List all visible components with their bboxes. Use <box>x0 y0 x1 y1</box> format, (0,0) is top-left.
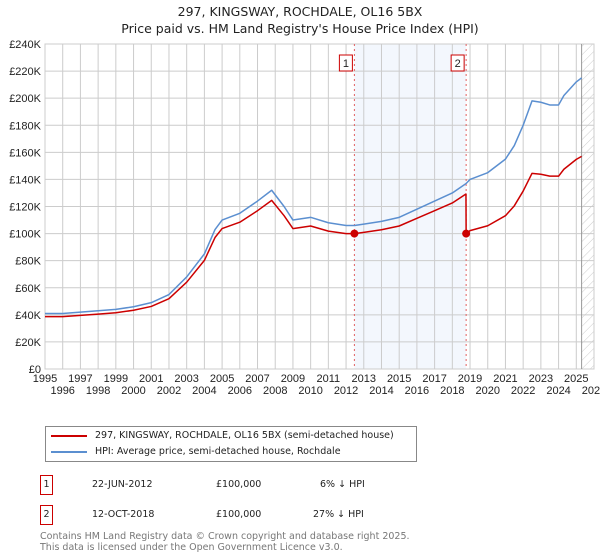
x-tick-label: 2007 <box>245 373 269 385</box>
x-tick-label: 2023 <box>529 373 553 385</box>
sale-row-2: 2 12-OCT-2018 £100,000 27% ↓ HPI <box>40 505 440 525</box>
x-tick-label: 1999 <box>104 373 128 385</box>
sale-row-1: 1 22-JUN-2012 £100,000 6% ↓ HPI <box>40 475 440 495</box>
legend-item-hpi: HPI: Average price, semi-detached house,… <box>51 444 341 460</box>
title-text: 297, KINGSWAY, ROCHDALE, OL16 5BX <box>177 4 423 19</box>
sale-point-2 <box>462 229 471 238</box>
chart-title: 297, KINGSWAY, ROCHDALE, OL16 5BX Price … <box>0 3 600 37</box>
footer-line: Contains HM Land Registry data © Crown c… <box>40 531 410 542</box>
series-line-hpi <box>45 77 583 315</box>
x-tick-label: 2001 <box>139 373 163 385</box>
y-tick-label: £140K <box>9 174 41 186</box>
x-tick-label: 2024 <box>546 385 570 397</box>
x-tick-label: 2019 <box>458 373 482 385</box>
x-tick-label: 2000 <box>121 385 145 397</box>
x-tick-label: 2026 <box>582 385 600 397</box>
sale-box-1 <box>338 54 353 72</box>
x-tick-label: 2005 <box>210 373 234 385</box>
sale-box-label: 2 <box>455 58 461 70</box>
sale-marker-label: 2 <box>40 505 53 525</box>
y-tick-label: £200K <box>9 93 41 105</box>
sale-price: £100,000 <box>216 479 262 490</box>
y-tick-label: £240K <box>9 39 41 51</box>
x-tick-label: 1997 <box>68 373 92 385</box>
x-tick-label: 2015 <box>387 373 411 385</box>
y-tick-label: £180K <box>9 120 41 132</box>
x-tick-label: 2018 <box>440 385 464 397</box>
sale-hpi-diff: 6% ↓ HPI <box>320 479 365 490</box>
x-tick-label: 2025 <box>564 373 588 385</box>
sale-marker-label: 1 <box>40 475 53 495</box>
x-tick-label: 1998 <box>86 385 110 397</box>
sale-price: £100,000 <box>216 509 262 520</box>
legend-item-property: 297, KINGSWAY, ROCHDALE, OL16 5BX (semi-… <box>51 428 394 444</box>
sale-box-label: 1 <box>343 58 349 70</box>
x-tick-label: 2009 <box>281 373 305 385</box>
y-tick-label: £160K <box>9 147 41 159</box>
legend-label: HPI: Average price, semi-detached house,… <box>95 446 341 457</box>
y-tick-label: £220K <box>9 66 41 78</box>
x-tick-label: 2022 <box>511 385 535 397</box>
x-tick-label: 2010 <box>298 385 322 397</box>
footer-line: This data is licensed under the Open Gov… <box>40 542 343 553</box>
subtitle-text: Price paid vs. HM Land Registry's House … <box>121 21 479 36</box>
x-tick-label: 1996 <box>50 385 74 397</box>
y-tick-label: £0 <box>29 364 41 376</box>
sale-hpi-diff: 27% ↓ HPI <box>313 509 364 520</box>
y-tick-label: £60K <box>15 283 41 295</box>
sale-point-1 <box>350 229 359 238</box>
x-tick-label: 2003 <box>174 373 198 385</box>
x-tick-label: 2021 <box>493 373 517 385</box>
x-tick-label: 2014 <box>369 385 393 397</box>
x-tick-label: 2020 <box>475 385 499 397</box>
x-tick-label: 2008 <box>263 385 287 397</box>
legend: 297, KINGSWAY, ROCHDALE, OL16 5BX (semi-… <box>45 426 417 462</box>
y-tick-label: £120K <box>9 202 41 214</box>
footer: Contains HM Land Registry data © Crown c… <box>40 531 410 553</box>
plot-area: 1995199619971998199920002001200220032004… <box>9 39 600 397</box>
x-tick-label: 2011 <box>317 373 341 385</box>
x-tick-label: 2012 <box>334 385 358 397</box>
sale-box-2 <box>450 54 465 72</box>
x-tick-label: 2004 <box>192 385 216 397</box>
legend-label: 297, KINGSWAY, ROCHDALE, OL16 5BX (semi-… <box>95 430 394 441</box>
sale-date: 22-JUN-2012 <box>92 479 153 490</box>
x-tick-label: 2013 <box>352 373 376 385</box>
y-tick-label: £80K <box>15 256 41 268</box>
x-tick-label: 2002 <box>157 385 181 397</box>
x-tick-label: 2016 <box>405 385 429 397</box>
y-tick-label: £40K <box>15 310 41 322</box>
x-tick-label: 1995 <box>33 373 57 385</box>
x-tick-label: 2006 <box>228 385 252 397</box>
y-tick-label: £100K <box>9 229 41 241</box>
sale-date: 12-OCT-2018 <box>92 509 155 520</box>
y-tick-label: £20K <box>15 337 41 349</box>
x-tick-label: 2017 <box>422 373 446 385</box>
